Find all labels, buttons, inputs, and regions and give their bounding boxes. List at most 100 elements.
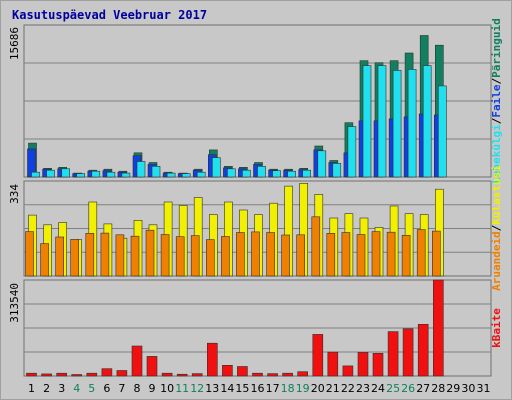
- bar-middle-aruandeid-day-22: [342, 233, 350, 277]
- bar-top-lehekülgi-day-22: [348, 127, 356, 177]
- bar-top-lehekülgi-day-25: [393, 70, 401, 177]
- x-tick-label-25: 25: [386, 382, 400, 395]
- bar-middle-aruandeid-day-18: [282, 235, 290, 276]
- legend-middle: Aruandeid/Külastusi: [490, 165, 503, 291]
- bar-bottom-kbaite-day-19: [298, 372, 308, 376]
- bar-top-lehekülgi-day-20: [318, 151, 326, 177]
- x-tick-label-4: 4: [73, 382, 80, 395]
- bar-top-lehekülgi-day-16: [258, 166, 266, 177]
- bar-top-lehekülgi-day-3: [62, 169, 70, 177]
- bar-middle-aruandeid-day-5: [86, 233, 94, 276]
- bar-bottom-kbaite-day-28: [433, 280, 443, 376]
- bar-top-lehekülgi-day-8: [137, 162, 145, 178]
- bar-top-lehekülgi-day-15: [242, 170, 250, 177]
- bar-bottom-kbaite-day-11: [177, 374, 187, 376]
- bar-middle-aruandeid-day-16: [252, 232, 260, 276]
- bar-bottom-kbaite-day-6: [102, 369, 112, 376]
- bar-middle-aruandeid-day-19: [297, 235, 305, 276]
- bar-bottom-kbaite-day-22: [343, 366, 353, 376]
- bar-middle-aruandeid-day-23: [357, 235, 365, 277]
- bar-middle-aruandeid-day-27: [417, 230, 425, 276]
- x-tick-label-26: 26: [401, 382, 415, 395]
- bar-bottom-kbaite-day-7: [117, 371, 127, 377]
- bar-bottom-kbaite-day-15: [237, 367, 247, 377]
- bar-top-lehekülgi-day-14: [227, 169, 235, 177]
- x-tick-label-19: 19: [296, 382, 310, 395]
- legend-bottom: kBaite: [490, 308, 503, 348]
- x-tick-label-13: 13: [205, 382, 219, 395]
- ymax-label-middle: 334: [8, 184, 21, 204]
- bar-bottom-kbaite-day-18: [283, 373, 293, 376]
- x-tick-label-23: 23: [356, 382, 370, 395]
- x-tick-label-21: 21: [326, 382, 340, 395]
- bar-top-lehekülgi-day-27: [423, 66, 431, 177]
- bar-bottom-kbaite-day-10: [162, 373, 172, 376]
- x-tick-label-11: 11: [175, 382, 189, 395]
- legend-top: Lehekülgi/Faile/Päringuid: [490, 18, 503, 184]
- bar-middle-aruandeid-day-3: [56, 237, 64, 276]
- bar-top-lehekülgi-day-9: [152, 166, 160, 177]
- bar-bottom-kbaite-day-2: [42, 374, 52, 376]
- x-tick-label-29: 29: [446, 382, 460, 395]
- legend-label-külastusi: Külastusi: [490, 165, 503, 225]
- bar-middle-aruandeid-day-14: [221, 237, 229, 277]
- ymax-label-bottom: 313540: [8, 283, 21, 323]
- bar-bottom-kbaite-day-21: [328, 352, 338, 376]
- bar-middle-aruandeid-day-20: [312, 217, 320, 276]
- bar-bottom-kbaite-day-25: [388, 332, 398, 376]
- x-tick-label-20: 20: [311, 382, 325, 395]
- x-tick-label-28: 28: [431, 382, 445, 395]
- legend-label-päringuid: Päringuid: [490, 18, 503, 78]
- bar-top-lehekülgi-day-7: [122, 173, 130, 177]
- bar-top-lehekülgi-day-11: [182, 174, 190, 177]
- bar-middle-aruandeid-day-9: [146, 230, 154, 276]
- bar-top-lehekülgi-day-26: [408, 69, 416, 177]
- bar-top-lehekülgi-day-6: [107, 172, 115, 177]
- x-tick-label-14: 14: [220, 382, 234, 395]
- bar-top-lehekülgi-day-1: [32, 172, 40, 177]
- bar-top-lehekülgi-day-21: [333, 163, 341, 177]
- bar-middle-aruandeid-day-24: [372, 232, 380, 276]
- bar-top-lehekülgi-day-4: [77, 174, 85, 177]
- bar-middle-aruandeid-day-17: [267, 233, 275, 277]
- bar-middle-aruandeid-day-6: [101, 233, 109, 276]
- bar-bottom-kbaite-day-4: [72, 375, 82, 377]
- bar-top-lehekülgi-day-17: [273, 171, 281, 177]
- x-tick-label-5: 5: [88, 382, 95, 395]
- x-tick-label-8: 8: [134, 382, 141, 395]
- bar-middle-aruandeid-day-15: [236, 233, 244, 277]
- bar-middle-aruandeid-day-4: [71, 239, 79, 276]
- bar-bottom-kbaite-day-14: [222, 365, 232, 376]
- bar-top-lehekülgi-day-2: [47, 170, 55, 177]
- bar-middle-aruandeid-day-21: [327, 233, 335, 276]
- bar-middle-aruandeid-day-2: [41, 244, 49, 276]
- bar-middle-aruandeid-day-11: [176, 237, 184, 276]
- x-tick-label-31: 31: [477, 382, 491, 395]
- ymax-label-top: 15686: [8, 27, 21, 60]
- bar-top-lehekülgi-day-24: [378, 66, 386, 177]
- bar-top-lehekülgi-day-18: [288, 171, 296, 177]
- x-tick-label-17: 17: [266, 382, 280, 395]
- x-tick-label-27: 27: [416, 382, 430, 395]
- x-tick-label-12: 12: [190, 382, 204, 395]
- x-tick-label-2: 2: [43, 382, 50, 395]
- bar-top-lehekülgi-day-28: [438, 86, 446, 177]
- bar-top-lehekülgi-day-12: [197, 172, 205, 177]
- legend-label-aruandeid: Aruandeid: [490, 231, 503, 291]
- legend-label-faile: Faile: [490, 84, 503, 117]
- bar-bottom-kbaite-day-1: [27, 373, 37, 376]
- bar-middle-aruandeid-day-8: [131, 236, 139, 276]
- legend-label-kbaite: kBaite: [490, 308, 503, 348]
- bar-bottom-kbaite-day-23: [358, 352, 368, 376]
- bar-middle-aruandeid-day-7: [116, 235, 124, 276]
- x-tick-label-9: 9: [149, 382, 156, 395]
- bar-top-lehekülgi-day-5: [92, 171, 100, 177]
- bar-bottom-kbaite-day-26: [403, 329, 413, 376]
- bar-bottom-kbaite-day-27: [418, 324, 428, 376]
- bar-middle-aruandeid-day-12: [191, 236, 199, 276]
- bar-middle-aruandeid-day-25: [387, 232, 395, 276]
- bar-bottom-kbaite-day-8: [132, 346, 142, 376]
- x-tick-label-7: 7: [118, 382, 125, 395]
- bar-middle-aruandeid-day-26: [402, 235, 410, 276]
- x-tick-label-22: 22: [341, 382, 355, 395]
